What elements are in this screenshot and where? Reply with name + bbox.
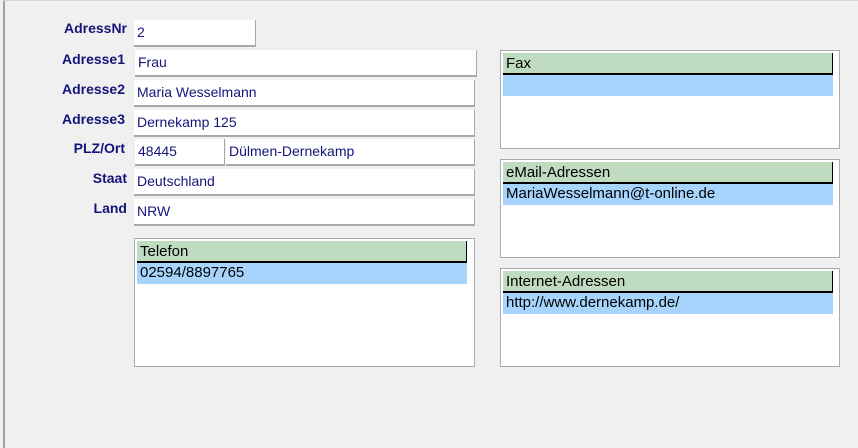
plz-field[interactable]: 48445 xyxy=(135,139,225,166)
fax-list[interactable]: Fax xyxy=(500,50,840,149)
telefon-header[interactable]: Telefon xyxy=(137,241,467,263)
adressnr-field[interactable]: 2 xyxy=(134,20,256,47)
adresse3-field[interactable]: Dernekamp 125 xyxy=(134,110,475,137)
label-adresse3: Adresse3 xyxy=(61,111,125,127)
label-staat: Staat xyxy=(92,170,127,186)
email-list[interactable]: eMail-Adressen MariaWesselmann@t-online.… xyxy=(500,159,840,258)
telefon-list[interactable]: Telefon 02594/8897765 xyxy=(134,238,475,367)
label-land: Land xyxy=(93,200,127,216)
adresse2-field[interactable]: Maria Wesselmann xyxy=(134,80,475,107)
window-border-top xyxy=(3,0,858,1)
window-border xyxy=(3,0,5,448)
label-adressnr: AdressNr xyxy=(63,20,127,36)
label-adresse2: Adresse2 xyxy=(61,81,125,97)
list-item[interactable]: 02594/8897765 xyxy=(137,263,467,284)
list-item[interactable] xyxy=(503,75,833,96)
internet-list[interactable]: Internet-Adressen http://www.dernekamp.d… xyxy=(500,268,840,367)
staat-field[interactable]: Deutschland xyxy=(134,169,475,196)
adresse1-field[interactable]: Frau xyxy=(135,50,477,77)
list-item[interactable]: http://www.dernekamp.de/ xyxy=(503,293,833,314)
email-header[interactable]: eMail-Adressen xyxy=(503,162,833,184)
fax-header[interactable]: Fax xyxy=(503,53,833,75)
ort-field[interactable]: Dülmen-Dernekamp xyxy=(226,139,475,166)
internet-header[interactable]: Internet-Adressen xyxy=(503,271,833,293)
land-field[interactable]: NRW xyxy=(134,199,475,226)
label-adresse1: Adresse1 xyxy=(61,51,125,67)
label-plzort: PLZ/Ort xyxy=(73,140,125,156)
list-item[interactable]: MariaWesselmann@t-online.de xyxy=(503,184,833,205)
